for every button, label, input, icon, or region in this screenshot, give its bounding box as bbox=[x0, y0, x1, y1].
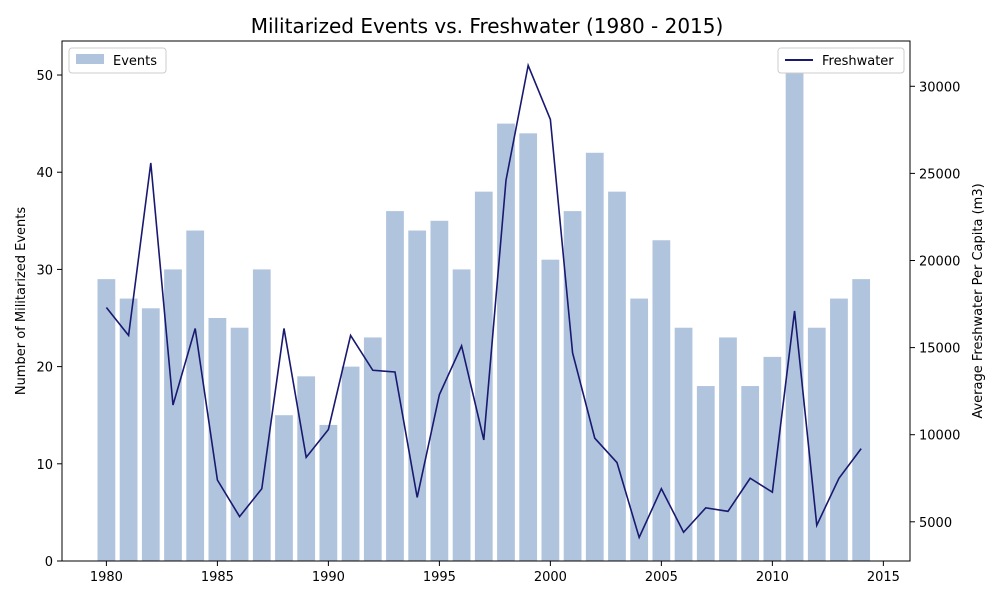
event-bar-1983 bbox=[164, 269, 182, 561]
y-left-axis: 0 10 20 30 40 50 bbox=[36, 69, 62, 570]
y-right-axis: 5000 10000 15000 20000 25000 30000 bbox=[910, 80, 960, 531]
y-left-tick-label: 50 bbox=[36, 69, 53, 84]
event-bar-1990 bbox=[319, 424, 338, 561]
event-bar-2005 bbox=[652, 240, 671, 562]
y-right-tick-label: 10000 bbox=[919, 429, 960, 444]
y-right-tick-label: 20000 bbox=[919, 254, 960, 269]
event-bar-2009 bbox=[741, 386, 760, 561]
x-tick-label: 2015 bbox=[867, 570, 900, 585]
legend-freshwater: Freshwater bbox=[777, 47, 905, 74]
x-axis: 1980 1985 1990 1995 2000 2005 2010 2015 bbox=[90, 561, 900, 585]
x-tick-label: 1995 bbox=[423, 570, 456, 585]
y-left-tick-label: 20 bbox=[36, 361, 53, 376]
x-tick-label: 1985 bbox=[201, 570, 234, 585]
legend-events-label: Events bbox=[113, 54, 157, 69]
event-bar-1996 bbox=[452, 269, 471, 561]
y-left-tick-label: 30 bbox=[36, 263, 53, 278]
event-bar-1982 bbox=[141, 308, 160, 561]
event-bar-1987 bbox=[252, 269, 271, 561]
x-tick-label: 1980 bbox=[90, 570, 123, 585]
legend-events: Events bbox=[68, 47, 167, 74]
event-bar-2007 bbox=[696, 386, 715, 561]
event-bar-1980 bbox=[97, 279, 116, 561]
y-right-axis-label: Average Freshwater Per Capita (m3) bbox=[971, 183, 986, 418]
x-tick-label: 2000 bbox=[534, 570, 567, 585]
event-bar-1994 bbox=[408, 230, 427, 561]
event-bar-1985 bbox=[208, 318, 227, 561]
event-bar-2014 bbox=[852, 279, 871, 561]
legend-freshwater-box bbox=[777, 47, 905, 74]
chart-title: Militarized Events vs. Freshwater (1980 … bbox=[251, 14, 724, 38]
legend-freshwater-label: Freshwater bbox=[822, 54, 894, 69]
event-bar-2012 bbox=[807, 327, 826, 561]
freshwater-line bbox=[105, 62, 862, 540]
event-bar-2008 bbox=[719, 337, 737, 561]
y-right-tick-label: 15000 bbox=[919, 342, 960, 357]
y-left-tick-label: 40 bbox=[36, 166, 53, 181]
y-left-tick-label: 10 bbox=[36, 458, 53, 473]
event-bar-1989 bbox=[297, 376, 316, 561]
event-bar-2013 bbox=[830, 298, 848, 561]
event-bar-1999 bbox=[519, 133, 538, 562]
event-bar-2002 bbox=[585, 152, 604, 561]
x-tick-label: 1990 bbox=[312, 570, 345, 585]
event-bar-2000 bbox=[541, 259, 560, 561]
event-bar-1984 bbox=[186, 230, 205, 561]
x-tick-label: 2010 bbox=[756, 570, 789, 585]
y-right-tick-label: 30000 bbox=[919, 80, 960, 95]
event-bar-1992 bbox=[363, 337, 382, 561]
event-bar-2010 bbox=[763, 356, 782, 561]
event-bar-2004 bbox=[630, 298, 649, 561]
event-bar-1981 bbox=[119, 298, 138, 561]
event-bar-2001 bbox=[563, 211, 582, 562]
x-tick-label: 2005 bbox=[645, 570, 678, 585]
event-bars bbox=[97, 65, 871, 562]
y-left-axis-label: Number of Militarized Events bbox=[14, 207, 29, 396]
freshwater-line-group bbox=[105, 62, 862, 540]
event-bar-1993 bbox=[386, 211, 404, 562]
y-right-tick-label: 5000 bbox=[919, 516, 952, 531]
event-bar-1995 bbox=[430, 220, 449, 561]
event-bar-1986 bbox=[230, 327, 249, 561]
event-bar-1991 bbox=[341, 366, 360, 561]
event-bar-1988 bbox=[275, 415, 293, 561]
event-bar-2006 bbox=[674, 327, 693, 561]
y-left-tick-label: 0 bbox=[45, 555, 53, 570]
event-bar-1997 bbox=[474, 191, 493, 561]
plot-frame bbox=[61, 40, 911, 562]
legend-events-swatch bbox=[76, 54, 104, 64]
y-right-tick-label: 25000 bbox=[919, 167, 960, 182]
event-bar-2003 bbox=[608, 191, 626, 561]
